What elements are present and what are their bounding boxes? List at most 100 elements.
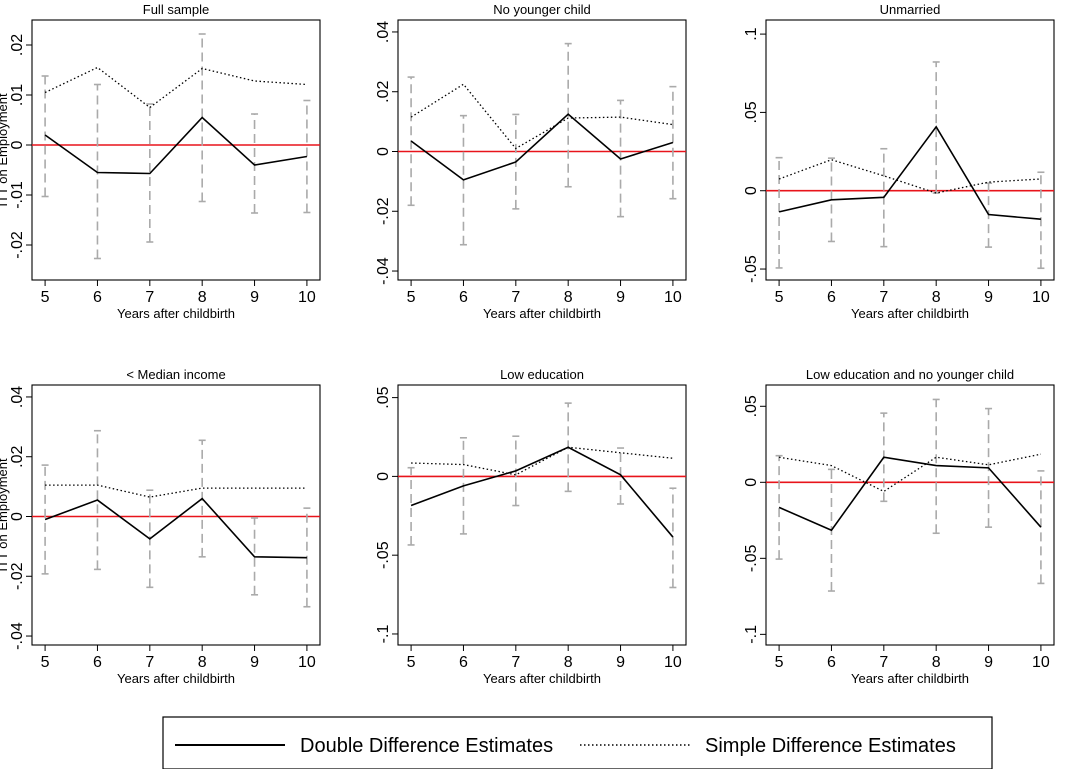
- plot-frame: [31, 19, 321, 281]
- series-double-difference: [410, 113, 674, 181]
- series-simple-difference: [778, 453, 1042, 493]
- panel-title: Low education and no younger child: [806, 367, 1014, 382]
- x-tick-label: 6: [93, 654, 102, 671]
- y-tick-label: -.05: [743, 255, 760, 283]
- panel-3: Unmarried 5 6 7 8 9 10 Years after childbirth .1…: [743, 2, 1055, 321]
- x-tick-label: 9: [984, 289, 993, 306]
- x-tick-label: 8: [932, 289, 941, 306]
- panel-title: Low education: [500, 367, 584, 382]
- x-tick-label: 8: [198, 289, 207, 306]
- x-tick-label: 7: [145, 289, 154, 306]
- x-tick-label: 10: [1032, 289, 1050, 306]
- x-tick-label: 5: [41, 289, 50, 306]
- x-tick-label: 10: [664, 289, 682, 306]
- y-tick-label: -.02: [9, 231, 26, 259]
- legend-label-simple: Simple Difference Estimates: [705, 735, 956, 757]
- x-tick-label: 6: [827, 289, 836, 306]
- x-axis-label: Years after childbirth: [851, 671, 969, 686]
- x-tick-label: 10: [1032, 654, 1050, 671]
- panels: Full sample 5 6 7 8 9 10 Years after childbirth…: [0, 2, 1055, 686]
- x-tick-label: 7: [511, 654, 520, 671]
- x-tick-label: 6: [459, 654, 468, 671]
- x-tick-label: 10: [298, 289, 316, 306]
- x-tick-label: 6: [459, 289, 468, 306]
- x-tick-label: 6: [93, 289, 102, 306]
- x-tick-label: 9: [616, 289, 625, 306]
- plot-frame: [397, 19, 687, 281]
- x-tick-label: 8: [198, 654, 207, 671]
- y-tick-label: -.05: [743, 544, 760, 572]
- x-axis-label: Years after childbirth: [483, 671, 601, 686]
- panel-title: No younger child: [493, 2, 591, 17]
- x-tick-label: 7: [511, 289, 520, 306]
- series-simple-difference: [778, 159, 1041, 194]
- series-double-difference: [778, 125, 1041, 221]
- x-tick-label: 10: [664, 654, 682, 671]
- x-tick-label: 7: [879, 654, 888, 671]
- x-tick-label: 5: [775, 654, 784, 671]
- y-tick-label: .1: [743, 27, 760, 40]
- x-axis-label: Years after childbirth: [483, 306, 601, 321]
- panel-2: No younger child 5 6 7 8 9 10 Years after child…: [375, 2, 687, 321]
- y-tick-label: -.02: [9, 562, 26, 590]
- panel-6: Low education and no younger child 5 6 7 8 9 1…: [743, 367, 1055, 686]
- plot-frame: [765, 384, 1055, 646]
- panel-1: Full sample 5 6 7 8 9 10 Years after childbirth…: [0, 2, 321, 321]
- y-axis-label: ITT on Employment: [0, 458, 10, 572]
- legend-box: [162, 716, 993, 769]
- plot-frame: [397, 384, 687, 646]
- x-tick-label: 7: [145, 654, 154, 671]
- x-tick-label: 8: [564, 289, 573, 306]
- x-axis-label: Years after childbirth: [117, 306, 235, 321]
- y-tick-label: -.01: [9, 181, 26, 209]
- x-tick-label: 5: [407, 654, 416, 671]
- y-tick-label: -.05: [375, 541, 392, 569]
- x-axis-label: Years after childbirth: [117, 671, 235, 686]
- x-tick-label: 9: [984, 654, 993, 671]
- y-tick-label: 0: [9, 140, 26, 149]
- y-tick-label: 0: [743, 186, 760, 195]
- series-simple-difference: [44, 66, 307, 109]
- y-tick-label: -.04: [375, 257, 392, 285]
- x-tick-label: 9: [250, 654, 259, 671]
- panel-title: < Median income: [126, 367, 225, 382]
- y-tick-label: -.1: [375, 625, 392, 644]
- y-tick-label: .05: [375, 386, 392, 408]
- y-tick-label: -.02: [375, 197, 392, 225]
- legend: Double Difference Estimates Simple Diffe…: [162, 716, 993, 769]
- plot-frame: [31, 384, 321, 646]
- y-tick-label: .01: [9, 84, 26, 106]
- x-axis-label: Years after childbirth: [851, 306, 969, 321]
- panel-title: Full sample: [143, 2, 209, 17]
- series-simple-difference: [411, 446, 673, 476]
- x-tick-label: 5: [41, 654, 50, 671]
- x-tick-label: 10: [298, 654, 316, 671]
- x-tick-label: 8: [932, 654, 941, 671]
- y-tick-label: .05: [743, 395, 760, 417]
- series-double-difference: [778, 456, 1042, 532]
- legend-label-double: Double Difference Estimates: [300, 735, 553, 757]
- y-tick-label: .02: [375, 81, 392, 103]
- x-tick-label: 8: [564, 654, 573, 671]
- y-tick-label: .05: [743, 101, 760, 123]
- y-tick-label: -.1: [743, 625, 760, 644]
- x-tick-label: 5: [775, 289, 784, 306]
- y-tick-label: 0: [375, 472, 392, 481]
- plot-frame: [765, 19, 1055, 281]
- series-double-difference: [44, 497, 307, 559]
- y-axis-label: ITT on Employment: [0, 93, 10, 207]
- x-tick-label: 9: [250, 289, 259, 306]
- x-tick-label: 6: [827, 654, 836, 671]
- y-tick-label: .04: [375, 21, 392, 43]
- y-tick-label: 0: [9, 512, 26, 521]
- series-double-difference: [44, 116, 308, 175]
- x-tick-label: 7: [879, 289, 888, 306]
- y-tick-label: 0: [375, 147, 392, 156]
- series-simple-difference: [45, 484, 307, 498]
- y-tick-label: .04: [9, 386, 26, 408]
- x-tick-label: 9: [616, 654, 625, 671]
- y-tick-label: -.04: [9, 622, 26, 650]
- x-tick-label: 5: [407, 289, 416, 306]
- panel-4: < Median income 5 6 7 8 9 10 Years after childb…: [0, 367, 321, 686]
